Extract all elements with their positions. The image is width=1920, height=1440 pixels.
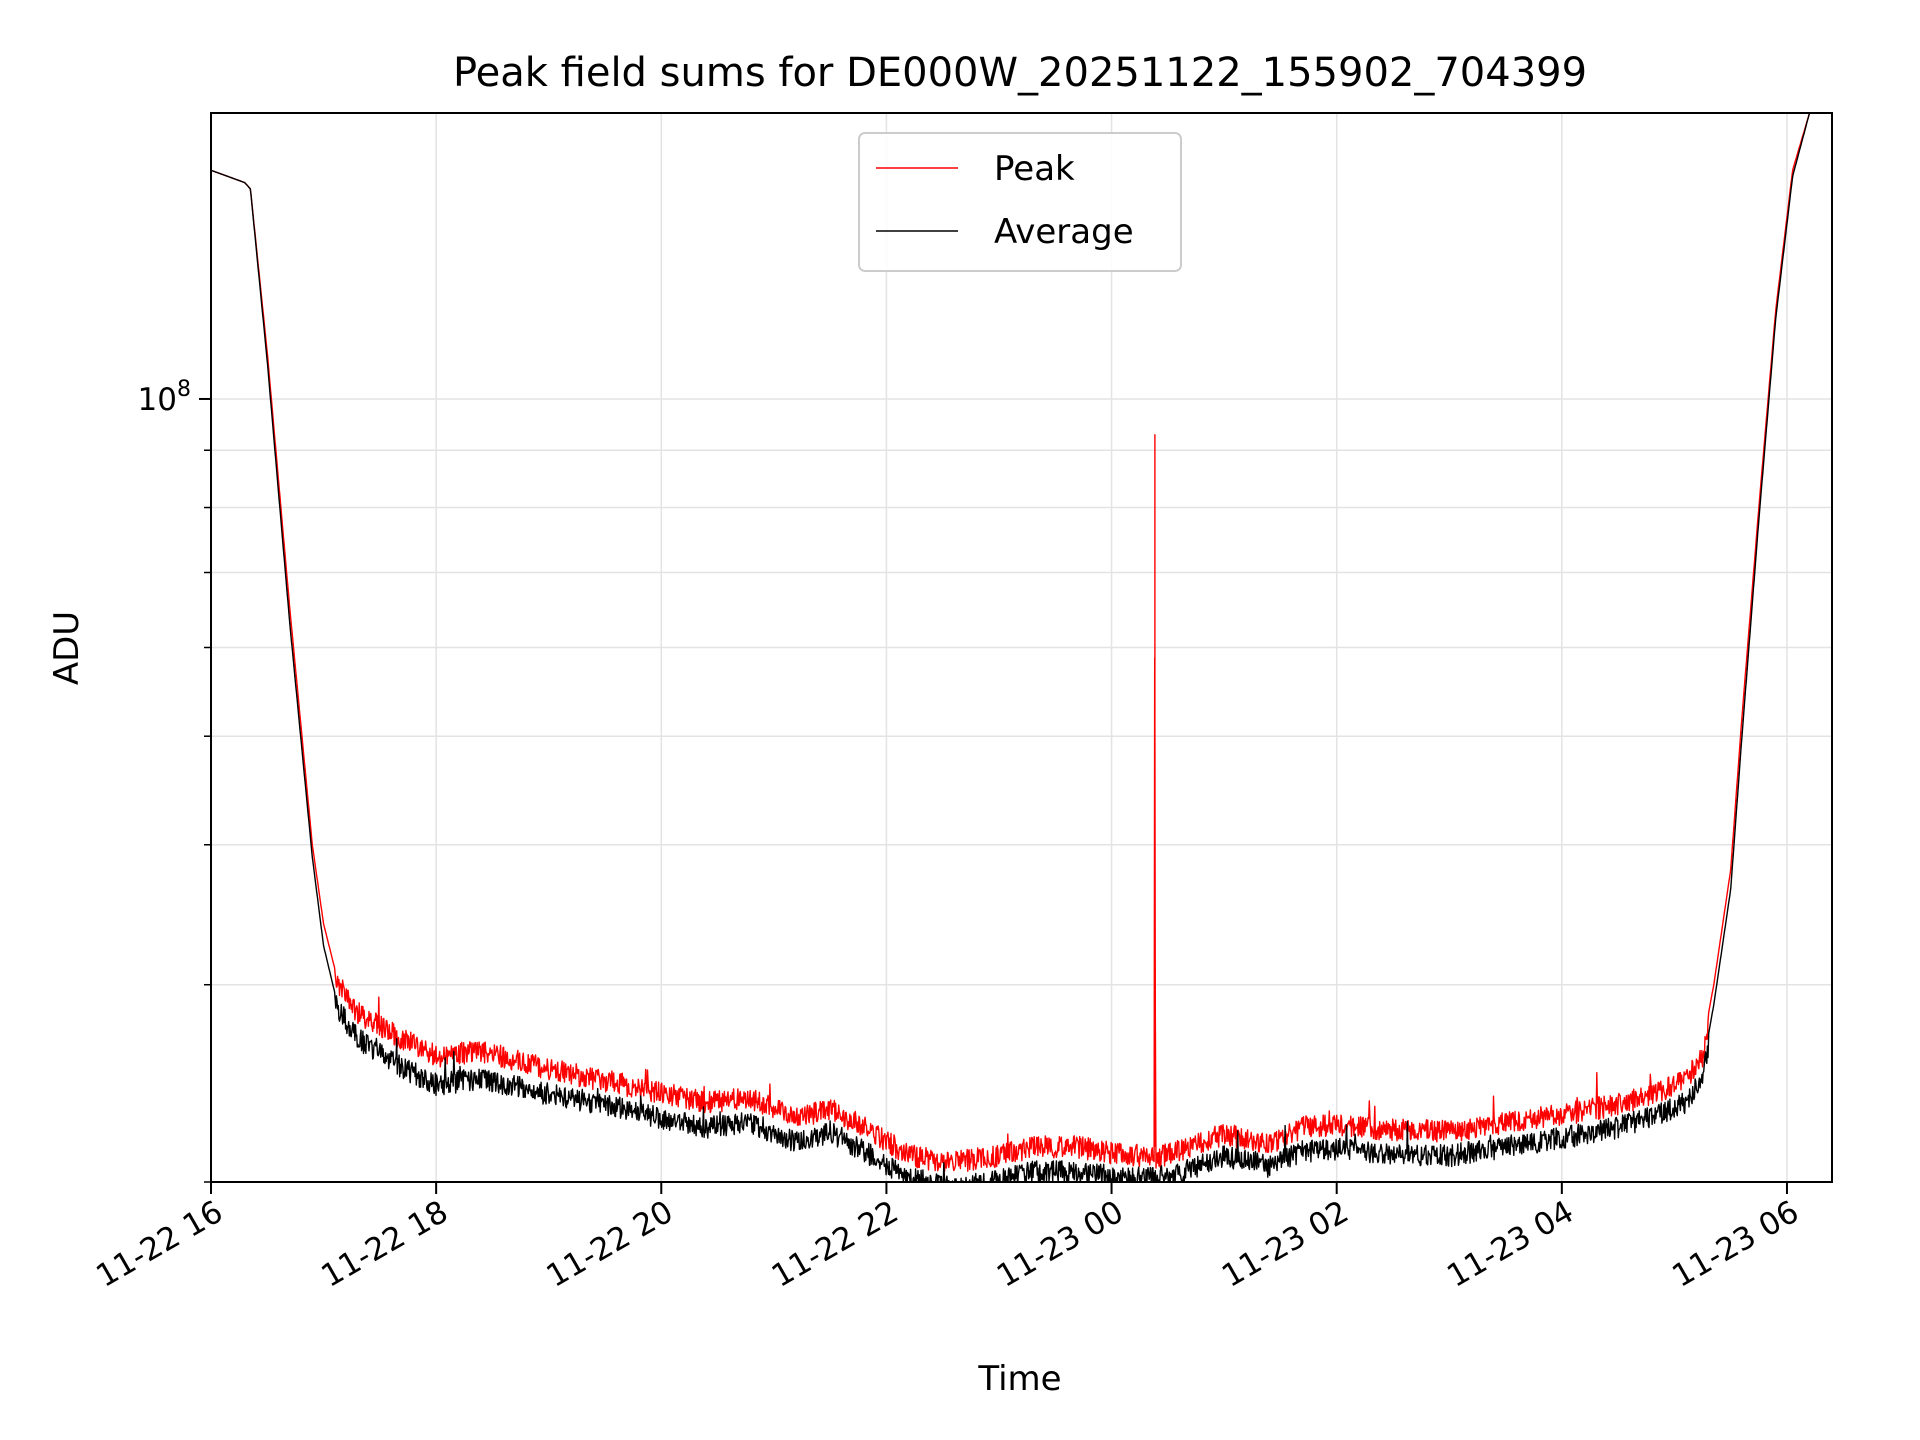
y-tick-label: 108 <box>138 377 191 418</box>
legend: Peak Average <box>858 132 1182 272</box>
series-line-peak <box>211 113 1811 1173</box>
x-axis-label: Time <box>977 1359 1061 1399</box>
series-line-average <box>211 113 1811 1182</box>
y-axis-label: ADU <box>47 611 87 685</box>
series-layer <box>211 113 1811 1182</box>
legend-label-peak: Peak <box>994 149 1075 189</box>
legend-label-average: Average <box>994 212 1134 252</box>
chart-title: Peak field sums for DE000W_20251122_1559… <box>453 50 1587 96</box>
